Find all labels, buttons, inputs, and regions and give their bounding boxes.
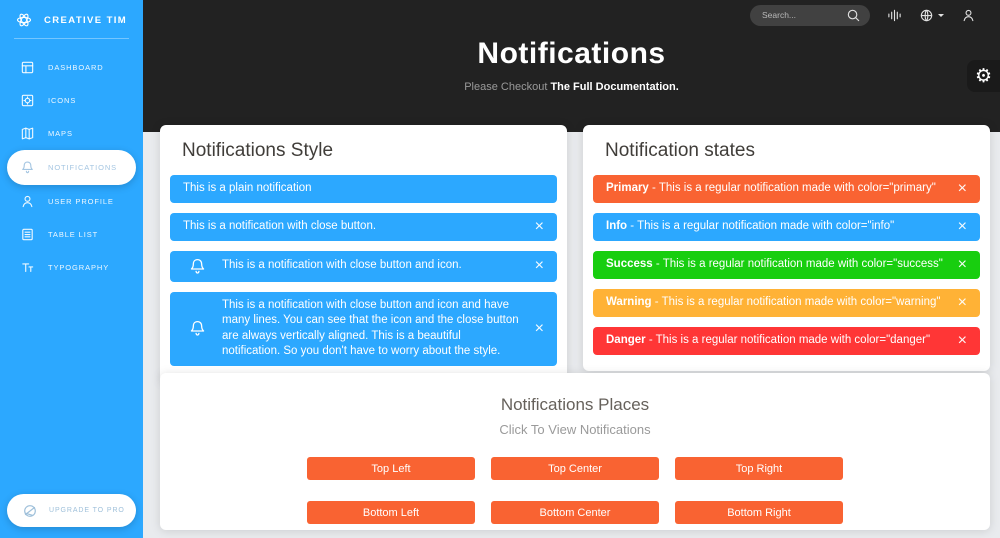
notifications-style-card: Notifications Style This is a plain noti… <box>160 125 567 382</box>
top-center-button[interactable]: Top Center <box>491 457 659 480</box>
sidebar-divider <box>14 38 129 39</box>
sidebar-item-label: DASHBOARD <box>48 63 104 72</box>
places-subtitle: Click To View Notifications <box>499 422 651 437</box>
sidebar-item-dashboard[interactable]: DASHBOARD <box>0 51 143 84</box>
close-icon[interactable]: × <box>957 180 967 197</box>
account-user-icon[interactable] <box>961 8 976 23</box>
sidebar-item-notifications[interactable]: NOTIFICATIONS <box>7 150 136 185</box>
places-buttons-bottom-row: Bottom Left Bottom Center Bottom Right <box>307 501 843 524</box>
page-subtitle: Please Checkout The Full Documentation. <box>143 81 1000 93</box>
notification-text: Info - This is a regular notification ma… <box>606 220 895 233</box>
sidebar-item-typography[interactable]: TYPOGRAPHY <box>0 251 143 284</box>
notification-warning: Warning - This is a regular notification… <box>593 289 980 317</box>
sidebar: CREATIVE TIM DASHBOARD ICONS MAPS NOTIFI… <box>0 0 143 538</box>
bottom-right-button[interactable]: Bottom Right <box>675 501 843 524</box>
sound-wave-icon[interactable] <box>887 8 902 23</box>
sidebar-item-table-list[interactable]: TABLE LIST <box>0 218 143 251</box>
sidebar-item-user-profile[interactable]: USER PROFILE <box>0 185 143 218</box>
bell-icon <box>190 321 205 336</box>
list-icon <box>22 228 33 241</box>
places-buttons-top-row: Top Left Top Center Top Right <box>307 457 843 480</box>
search-box[interactable] <box>750 4 870 26</box>
card-title: Notifications Style <box>182 140 334 161</box>
dashboard-icon <box>21 61 34 74</box>
sidebar-item-label: TYPOGRAPHY <box>48 263 110 272</box>
notification-text: Primary - This is a regular notification… <box>606 182 936 195</box>
bell-icon <box>22 161 33 174</box>
chevron-down-icon <box>938 13 944 17</box>
page-title: Notifications <box>477 37 666 70</box>
notification-text: Warning - This is a regular notification… <box>606 296 941 309</box>
notification-info: Info - This is a regular notification ma… <box>593 213 980 241</box>
notification-text: This is a notification with close button… <box>222 259 462 272</box>
notification-primary: Primary - This is a regular notification… <box>593 175 980 203</box>
top-left-button[interactable]: Top Left <box>307 457 475 480</box>
icons-icon <box>21 94 34 107</box>
sidebar-item-maps[interactable]: MAPS <box>0 117 143 150</box>
notification-text: Danger - This is a regular notification … <box>606 334 931 347</box>
spaceship-icon <box>24 504 36 517</box>
bell-icon <box>190 258 205 274</box>
sidebar-item-label: NOTIFICATIONS <box>48 163 118 172</box>
settings-button[interactable]: ⚙ <box>967 60 1000 92</box>
search-input[interactable] <box>762 10 840 20</box>
sidebar-item-label: ICONS <box>48 96 77 105</box>
close-icon[interactable]: × <box>534 319 544 337</box>
notification-success: Success - This is a regular notification… <box>593 251 980 279</box>
notification-text: This is a plain notification <box>183 182 312 194</box>
brand-label: CREATIVE TIM <box>44 14 128 26</box>
upgrade-label: UPGRADE TO PRO <box>49 507 125 514</box>
page-header-background <box>143 0 1000 132</box>
places-title: Notifications Places <box>500 395 650 414</box>
gear-icon: ⚙ <box>974 64 993 87</box>
upgrade-to-pro-button[interactable]: UPGRADE TO PRO <box>7 494 136 527</box>
notification-danger: Danger - This is a regular notification … <box>593 327 980 355</box>
sidebar-item-label: TABLE LIST <box>48 230 99 239</box>
search-icon[interactable] <box>846 8 861 23</box>
notification-with-close: This is a notification with close button… <box>170 212 557 241</box>
documentation-link[interactable]: The Full Documentation. <box>550 81 679 93</box>
top-right-button[interactable]: Top Right <box>675 457 843 480</box>
notification-multiline: This is a notification with close button… <box>170 291 557 366</box>
subtitle-text: Please Checkout <box>464 81 551 93</box>
typography-icon <box>22 263 34 272</box>
notification-plain: This is a plain notification <box>170 175 557 203</box>
top-navbar <box>143 0 1000 30</box>
close-icon[interactable]: × <box>957 218 967 235</box>
maps-icon <box>21 127 34 140</box>
close-icon[interactable]: × <box>957 332 967 349</box>
sidebar-item-icons[interactable]: ICONS <box>0 84 143 117</box>
close-icon[interactable]: × <box>957 294 967 311</box>
notification-text: This is a notification with close button… <box>222 298 519 358</box>
notification-with-close-and-icon: This is a notification with close button… <box>170 250 557 282</box>
bottom-center-button[interactable]: Bottom Center <box>491 501 659 524</box>
globe-icon[interactable] <box>919 8 944 23</box>
brand-knot-icon <box>16 13 32 27</box>
sidebar-item-label: USER PROFILE <box>48 197 114 206</box>
notification-text: This is a notification with close button… <box>183 219 377 232</box>
user-icon <box>22 195 33 208</box>
sidebar-item-label: MAPS <box>48 129 73 138</box>
card-title: Notification states <box>605 140 755 161</box>
notifications-places-card: Notifications Places Click To View Notif… <box>160 373 990 530</box>
brand[interactable]: CREATIVE TIM <box>0 0 143 38</box>
cards-row: Notifications Style This is a plain noti… <box>160 125 990 382</box>
notification-text: Success - This is a regular notification… <box>606 258 943 271</box>
sidebar-nav: DASHBOARD ICONS MAPS NOTIFICATIONS USER … <box>0 51 143 284</box>
close-icon[interactable]: × <box>534 257 544 275</box>
notification-states-card: Notification states Primary - This is a … <box>583 125 990 371</box>
places-buttons: Top Left Top Center Top Right Bottom Lef… <box>160 457 990 524</box>
close-icon[interactable]: × <box>957 256 967 273</box>
close-icon[interactable]: × <box>534 217 544 235</box>
bottom-left-button[interactable]: Bottom Left <box>307 501 475 524</box>
